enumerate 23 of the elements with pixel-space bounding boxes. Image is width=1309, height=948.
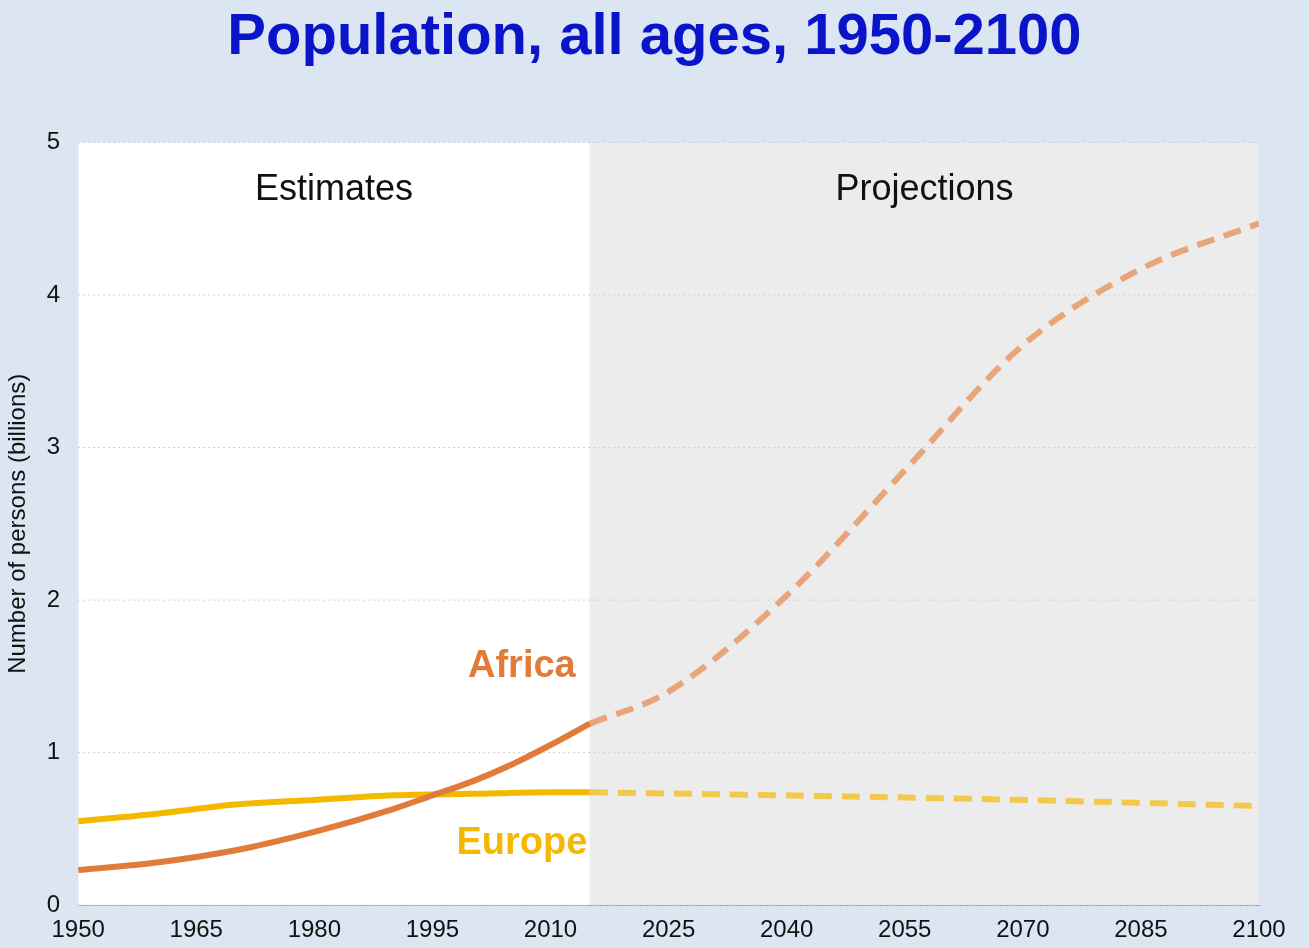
x-tick-label: 2100 — [1232, 915, 1286, 943]
x-tick-label: 1995 — [405, 915, 460, 943]
x-tick-label: 2025 — [641, 915, 696, 943]
x-tick-label: 1965 — [169, 915, 223, 943]
series-label: Africa — [467, 643, 577, 686]
x-tick-label: 2085 — [1114, 915, 1168, 943]
y-axis-title: Number of persons (billions) — [3, 373, 31, 674]
y-tick-label: 0 — [46, 889, 61, 917]
y-tick-label: 3 — [46, 432, 61, 460]
x-tick-label: 2040 — [759, 915, 814, 943]
y-tick-label: 5 — [46, 127, 61, 155]
x-tick-label: 2070 — [996, 915, 1050, 943]
band-label: Projections — [835, 167, 1014, 209]
band-label: Estimates — [254, 167, 414, 209]
x-tick-label: 1950 — [51, 915, 105, 943]
chart-title: Population, all ages, 1950-2100 — [226, 0, 1083, 68]
x-tick-label: 1980 — [287, 915, 342, 943]
y-tick-label: 2 — [46, 584, 61, 612]
y-tick-label: 4 — [46, 279, 61, 307]
x-tick-label: 2055 — [878, 915, 932, 943]
y-tick-label: 1 — [46, 737, 61, 765]
x-tick-label: 2010 — [523, 915, 578, 943]
series-label: Europe — [456, 819, 588, 862]
